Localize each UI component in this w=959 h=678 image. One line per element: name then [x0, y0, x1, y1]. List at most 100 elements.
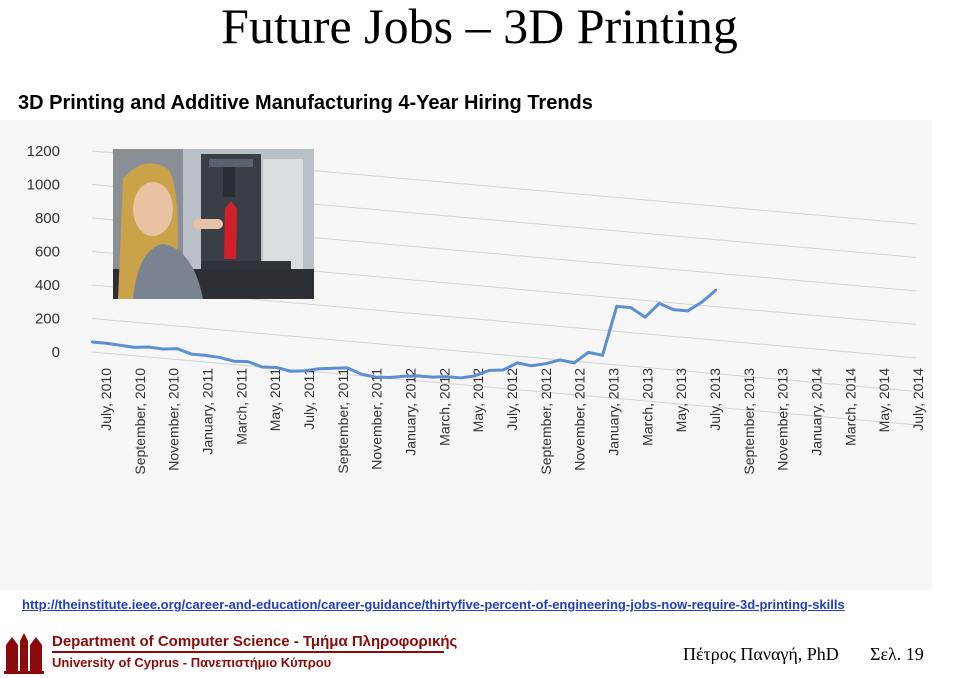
x-tick-label: March, 2012 [436, 368, 452, 446]
data-point [303, 369, 306, 373]
data-point [544, 362, 548, 365]
data-point [686, 309, 689, 313]
data-point [700, 300, 704, 304]
data-point [572, 361, 576, 365]
data-point [104, 342, 108, 345]
data-point [289, 370, 292, 373]
chart-heading: 3D Printing and Additive Manufacturing 4… [18, 92, 593, 114]
x-tick-label: November, 2012 [572, 368, 588, 471]
data-point [445, 375, 448, 378]
x-tick-label: September, 2012 [538, 368, 554, 475]
x-tick-label: January, 2011 [200, 368, 216, 455]
data-point [232, 360, 236, 363]
data-point [473, 374, 477, 378]
y-tick-label: 400 [35, 277, 60, 294]
x-tick-label: May, 2011 [267, 368, 283, 432]
x-axis-ticks: July, 2010 September, 2010 November, 2010 J… [98, 368, 926, 475]
x-tick-label: July, 2013 [707, 368, 723, 431]
data-point [487, 369, 491, 372]
data-point [502, 368, 505, 372]
shirt [133, 244, 203, 299]
y-tick-label: 600 [35, 244, 60, 261]
data-point [175, 347, 179, 350]
data-point [317, 367, 321, 370]
data-point [629, 306, 633, 309]
data-point [416, 374, 420, 378]
author-name: Πέτρος Παναγή, PhD [683, 644, 839, 664]
slide-title: Future Jobs – 3D Printing [221, 0, 738, 54]
data-point [658, 302, 661, 305]
photo-wall [263, 159, 303, 279]
data-point [147, 345, 150, 349]
data-point [360, 372, 363, 376]
data-point [530, 364, 533, 367]
data-point [161, 347, 165, 351]
gridline [91, 351, 917, 426]
data-point [672, 308, 675, 311]
x-tick-label: May, 2014 [876, 368, 892, 433]
data-point [218, 356, 221, 359]
x-tick-label: May, 2013 [673, 368, 689, 433]
data-point [431, 375, 434, 379]
y-tick-label: 0 [52, 344, 60, 361]
data-point [714, 288, 718, 292]
x-tick-label: September, 2011 [335, 368, 351, 474]
x-tick-label: January, 2014 [809, 368, 825, 456]
data-point [516, 361, 519, 365]
x-tick-label: November, 2011 [369, 368, 385, 470]
x-tick-label: July, 2012 [504, 368, 520, 431]
data-point [643, 315, 647, 319]
data-point [402, 375, 406, 378]
data-point [133, 346, 136, 349]
data-point [275, 366, 278, 369]
x-tick-label: March, 2014 [842, 368, 858, 446]
x-tick-label: March, 2013 [639, 368, 655, 446]
y-axis-ticks: 0 200 400 600 800 1000 1200 [27, 143, 60, 361]
printer-bed [201, 261, 291, 271]
printer-head [223, 167, 235, 197]
x-tick-label: January, 2012 [403, 368, 419, 456]
series-line [91, 288, 717, 380]
data-point [374, 375, 377, 379]
y-tick-label: 1000 [27, 177, 60, 194]
data-point [331, 367, 335, 370]
x-tick-label: November, 2013 [775, 368, 791, 471]
face [133, 182, 173, 236]
slide-number: Σελ. 19 [870, 644, 924, 664]
x-tick-label: September, 2010 [132, 368, 148, 475]
x-tick-label: July, 2014 [910, 368, 926, 431]
university-name: University of Cyprus - Πανεπιστήμιο Κύπρ… [52, 655, 332, 670]
x-tick-label: May, 2012 [470, 368, 486, 433]
source-link[interactable]: http://theinstitute.ieee.org/career-and-… [22, 597, 845, 612]
data-point [346, 366, 349, 370]
footer-divider [52, 651, 444, 653]
data-point [615, 305, 618, 308]
data-point [459, 376, 462, 380]
data-point [90, 340, 94, 344]
y-tick-label: 200 [35, 311, 60, 328]
data-point [601, 354, 604, 357]
data-point [260, 365, 264, 369]
x-tick-label: March, 2011 [233, 368, 249, 445]
series-layer [90, 288, 718, 380]
y-tick-label: 800 [35, 210, 60, 227]
data-point [119, 344, 122, 347]
data-point [587, 351, 590, 354]
university-logo-icon [2, 631, 46, 675]
data-point [558, 358, 562, 362]
data-point [246, 360, 250, 363]
x-tick-label: January, 2013 [606, 368, 622, 456]
x-tick-label: July, 2011 [301, 368, 317, 430]
gridline [91, 318, 917, 392]
printer-rail [209, 159, 253, 167]
hand [193, 219, 223, 229]
data-point [190, 352, 193, 356]
x-tick-label: July, 2010 [98, 368, 114, 431]
hiring-trends-chart: 0 200 400 600 800 1000 1200 July, 2010 Septembe… [27, 143, 926, 475]
x-tick-label: November, 2010 [166, 368, 182, 471]
x-tick-label: September, 2013 [741, 368, 757, 475]
printed-figure [224, 201, 237, 259]
department-name: Department of Computer Science - Τμήμα Π… [52, 633, 458, 650]
printer-photo [113, 149, 314, 299]
data-point [388, 376, 392, 379]
